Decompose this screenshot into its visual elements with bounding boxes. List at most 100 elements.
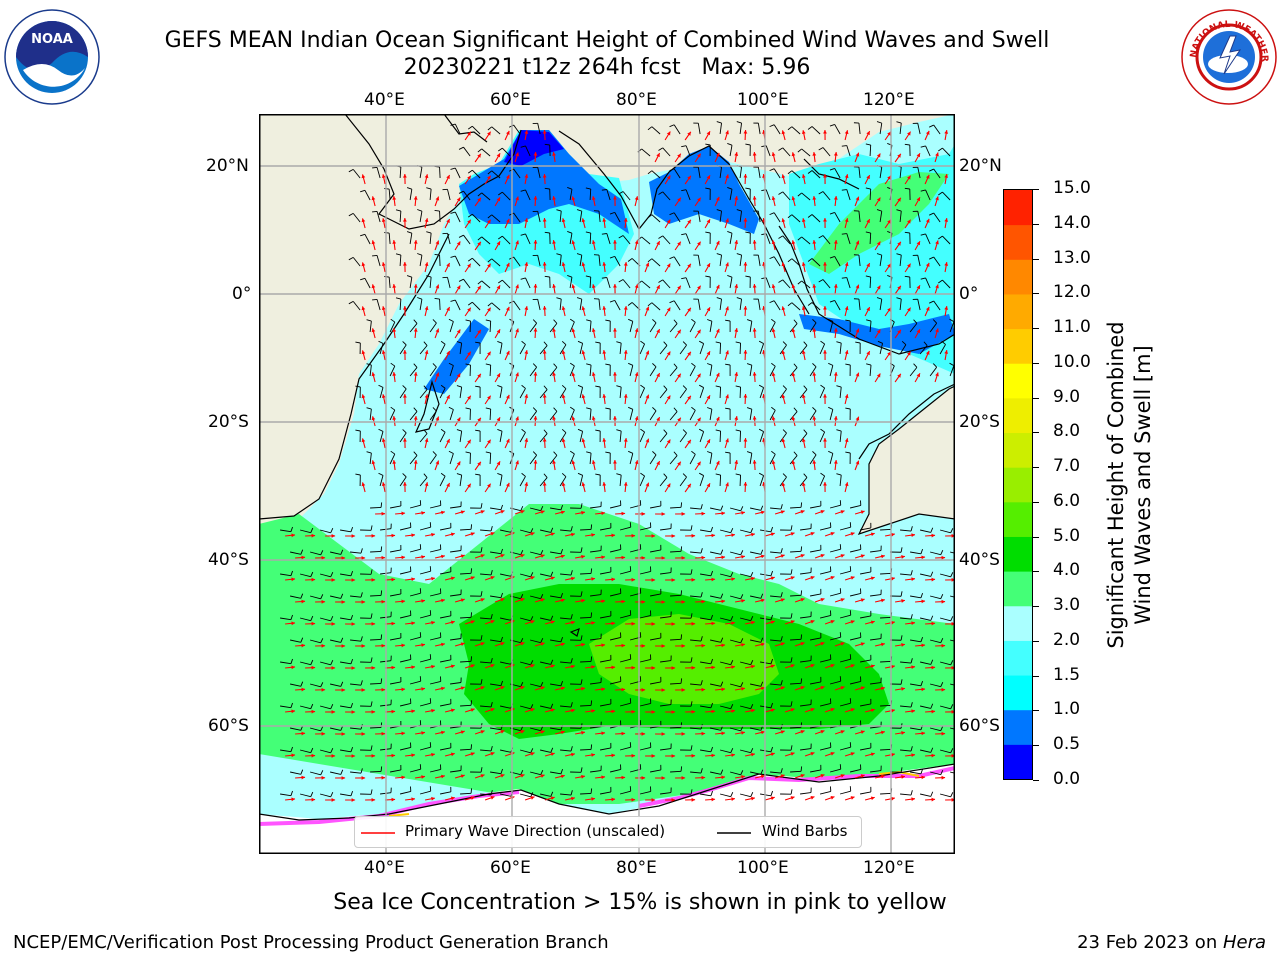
wind-barb <box>942 279 951 289</box>
wave-arrow-head <box>791 460 796 465</box>
wave-arrow-head <box>571 664 575 669</box>
wave-arrow-head <box>725 482 729 487</box>
wave-arrow-head <box>446 175 450 180</box>
wind-barb <box>685 277 691 289</box>
wind-barb <box>769 410 776 421</box>
wave-arrow-head <box>661 512 666 516</box>
wave-arrow-head <box>901 643 905 647</box>
wind-barb <box>699 431 705 443</box>
wave-arrow-head <box>613 460 617 464</box>
wind-barb-flag <box>920 277 926 280</box>
wave-arrow-head <box>487 307 491 312</box>
wind-barb <box>870 594 882 597</box>
wave-arrow-head <box>800 598 805 602</box>
wave-arrow-head <box>855 328 860 333</box>
wind-barb <box>670 550 682 553</box>
wind-barb-flag <box>595 473 601 476</box>
wave-arrow-head <box>751 664 755 669</box>
wave-arrow-head <box>651 666 656 670</box>
wind-barb-flag <box>950 704 954 710</box>
wind-barb <box>489 408 492 421</box>
wind-barb <box>739 793 751 798</box>
wave-arrow-head <box>381 482 386 487</box>
wave-arrow-head <box>760 774 765 779</box>
wave-arrow-head <box>431 576 435 581</box>
wind-barb-flag <box>567 231 573 234</box>
wave-arrow-head <box>725 306 729 311</box>
wind-barb <box>819 746 831 751</box>
wind-barb <box>447 233 451 245</box>
wind-barb <box>460 572 472 575</box>
wind-barb <box>662 235 671 245</box>
wave-arrow-head <box>681 556 686 560</box>
wind-barb <box>350 595 362 598</box>
wave-arrow-head <box>897 197 901 202</box>
wind-barb <box>529 410 538 421</box>
wave-arrow-head <box>941 643 946 648</box>
wind-barb-flag <box>370 613 373 619</box>
wind-barb-flag <box>380 590 383 596</box>
wind-barb <box>900 573 912 576</box>
wave-arrow-head <box>467 483 471 488</box>
wind-barb <box>419 477 428 487</box>
wave-arrow-head <box>870 708 875 713</box>
wind-barb <box>460 792 472 795</box>
wave-arrow-head <box>697 373 701 378</box>
wind-barb <box>579 343 584 355</box>
wind-barb-flag <box>725 363 731 366</box>
wind-barb-flag <box>736 297 742 300</box>
wind-barb-flag <box>771 450 776 455</box>
wave-arrow-head <box>706 307 711 312</box>
wave-arrow-head <box>743 306 748 310</box>
wave-arrow-head <box>552 416 556 420</box>
wind-barb <box>519 432 526 443</box>
wind-barb <box>773 212 781 223</box>
wave-arrow-head <box>456 373 461 378</box>
wind-barb-flag <box>876 121 882 124</box>
wind-barb <box>600 571 611 575</box>
colorbar-band <box>1004 709 1032 745</box>
wind-barb <box>569 277 573 289</box>
wave-arrow-head <box>771 416 776 421</box>
wind-barb-flag <box>640 340 645 345</box>
wind-barb <box>846 189 851 201</box>
wave-arrow-head <box>891 664 895 669</box>
wave-arrow-head <box>496 373 501 378</box>
wave-arrow-head <box>477 241 481 246</box>
wind-barb <box>598 299 601 311</box>
wind-barb <box>791 170 801 179</box>
wind-barb <box>622 191 631 201</box>
wave-arrow-head <box>591 240 596 245</box>
wind-barb <box>849 768 861 773</box>
wave-arrow-head <box>677 153 681 158</box>
wave-arrow-head <box>450 576 455 581</box>
colorbar-tick-label: 0.0 <box>1053 769 1081 789</box>
wind-barb-flag <box>498 279 503 284</box>
wind-barb-flag <box>340 769 344 775</box>
wind-barb <box>749 365 753 377</box>
wind-barb <box>289 595 301 599</box>
wind-barb <box>569 409 575 421</box>
wind-barb <box>849 548 861 553</box>
wind-barb <box>519 388 526 399</box>
wind-barb-flag <box>790 657 793 663</box>
wave-arrow-head <box>671 534 676 538</box>
wind-barb <box>719 749 731 754</box>
wave-arrow-head <box>613 372 617 376</box>
wind-barb-flag <box>378 472 384 476</box>
wave-arrow-head <box>515 328 519 333</box>
wind-barb <box>829 321 834 333</box>
wave-arrow-head <box>651 710 656 714</box>
wind-barb-flag <box>550 703 554 709</box>
wind-barb-flag <box>745 187 751 190</box>
wave-arrow-head <box>411 621 416 626</box>
wind-barb <box>614 212 621 223</box>
wave-arrow-head <box>361 350 366 355</box>
wind-barb <box>949 683 955 686</box>
wind-barb <box>659 389 668 399</box>
wind-barb-flag <box>691 318 696 323</box>
wind-barb-flag <box>910 658 913 664</box>
wind-barb <box>759 431 764 443</box>
wind-barb-flag <box>750 747 754 753</box>
colorbar-tick <box>1033 640 1039 642</box>
